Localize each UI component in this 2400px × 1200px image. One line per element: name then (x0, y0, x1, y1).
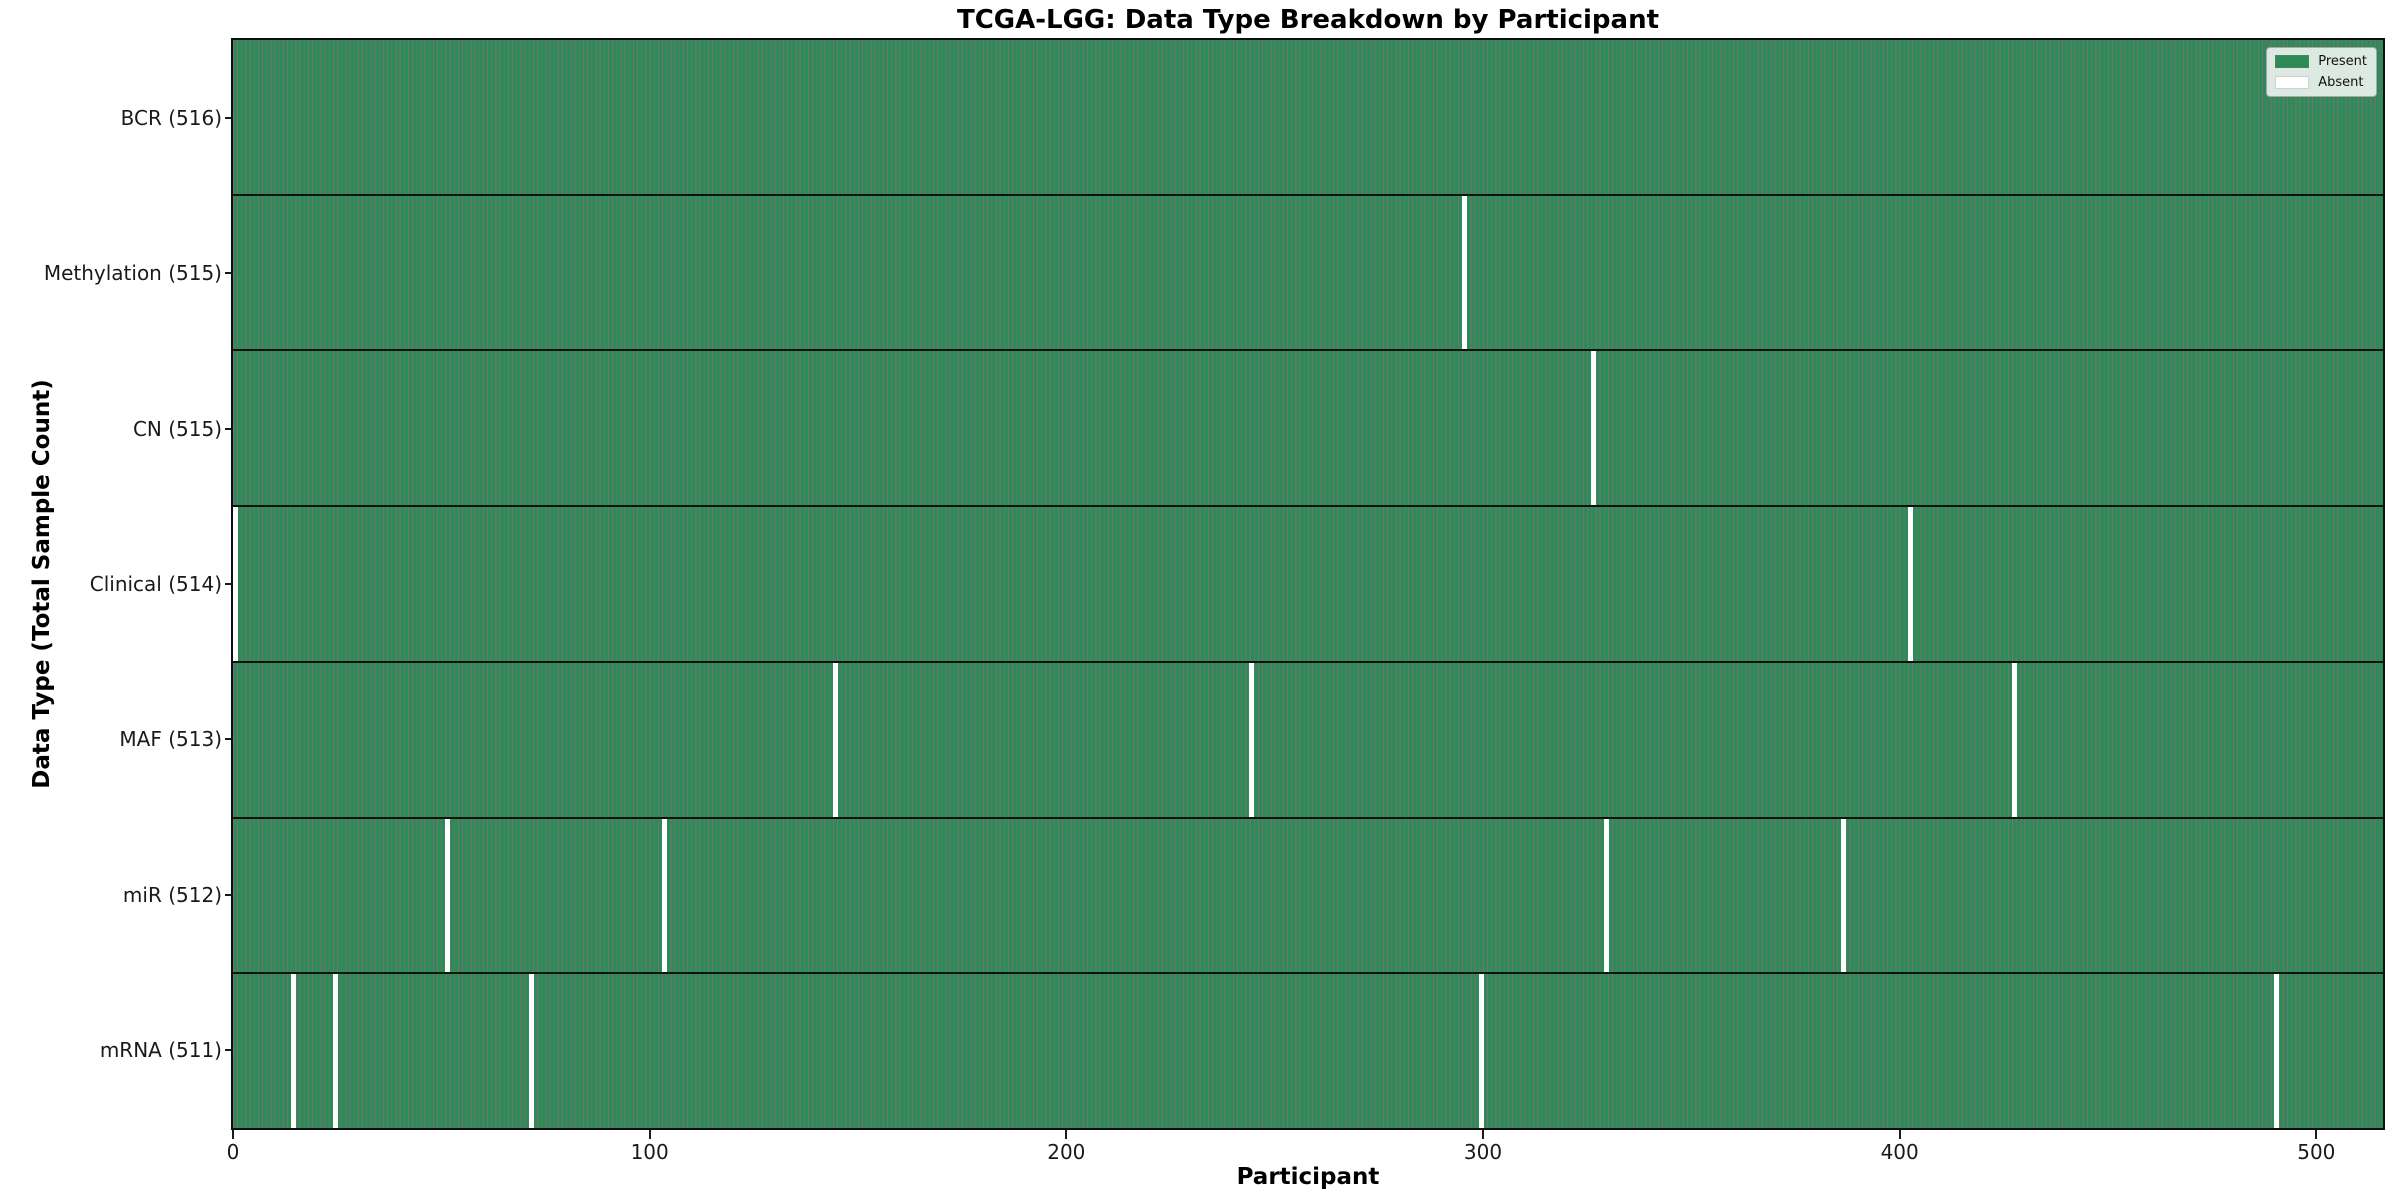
absent-marker (2011, 662, 2017, 817)
x-tick-label: 0 (226, 1140, 240, 1164)
y-tick-label: miR (512) (122, 882, 222, 907)
absent-marker (528, 974, 534, 1129)
plot-area: Present Absent (231, 38, 2385, 1130)
absent-marker (2274, 974, 2280, 1129)
present-swatch-icon (2275, 55, 2310, 68)
absent-marker (1841, 818, 1847, 973)
x-tick-label: 100 (630, 1140, 669, 1164)
y-tick-label: MAF (513) (119, 727, 222, 752)
absent-marker (445, 818, 451, 973)
absent-marker (1603, 818, 1609, 973)
y-tick-mark (225, 1049, 233, 1052)
y-tick-label: Methylation (515) (43, 261, 222, 286)
datatype-row-mrna (233, 974, 2383, 1129)
x-tick-mark (1482, 1130, 1484, 1139)
absent-marker (1478, 974, 1484, 1129)
x-tick-label: 300 (1463, 1140, 1503, 1164)
y-tick-mark (225, 583, 233, 585)
absent-marker (832, 662, 838, 817)
x-tick-mark (232, 1130, 234, 1139)
y-tick-mark (225, 738, 233, 741)
legend-label-present: Present (2318, 54, 2367, 69)
absent-marker (291, 974, 297, 1129)
datatype-row-cn (233, 351, 2383, 508)
x-axis-label: Participant (1236, 1164, 1380, 1190)
y-tick-mark (225, 116, 233, 119)
x-tick-mark (1898, 1130, 1901, 1139)
x-tick-mark (2315, 1130, 2318, 1139)
absent-marker (232, 507, 238, 661)
datatype-row-clinical (232, 507, 2383, 663)
legend-item-absent: Absent (2275, 75, 2367, 90)
absent-marker (1461, 195, 1467, 350)
y-tick-label: Clinical (514) (89, 572, 222, 596)
datatype-row-bcr (233, 40, 2383, 196)
y-axis-label: Data Type (Total Sample Count) (29, 379, 55, 789)
y-tick-label: mRNA (511) (99, 1038, 222, 1063)
absent-marker (1591, 351, 1597, 506)
x-tick-mark (1065, 1130, 1068, 1139)
x-tick-mark (648, 1130, 651, 1139)
datatype-row-methylation (233, 195, 2383, 352)
y-tick-label: BCR (516) (120, 105, 222, 130)
x-tick-label: 200 (1047, 1140, 1086, 1164)
absent-marker (332, 974, 338, 1129)
absent-marker (1249, 662, 1255, 817)
x-tick-label: 500 (2297, 1140, 2336, 1164)
chart-title: TCGA-LGG: Data Type Breakdown by Partici… (956, 5, 1660, 35)
absent-marker (661, 818, 667, 973)
absent-swatch-icon (2275, 76, 2310, 89)
datatype-row-maf (233, 662, 2383, 819)
rows-container (232, 40, 2383, 1129)
legend-item-present: Present (2275, 54, 2367, 69)
y-tick-label: CN (515) (132, 416, 222, 441)
y-tick-mark (225, 272, 233, 275)
datatype-row-mir (233, 818, 2383, 975)
absent-marker (1907, 507, 1913, 661)
legend: Present Absent (2266, 47, 2377, 97)
y-tick-mark (225, 893, 233, 896)
legend-label-absent: Absent (2318, 75, 2364, 90)
y-tick-mark (225, 427, 233, 430)
x-tick-label: 400 (1880, 1140, 1919, 1164)
